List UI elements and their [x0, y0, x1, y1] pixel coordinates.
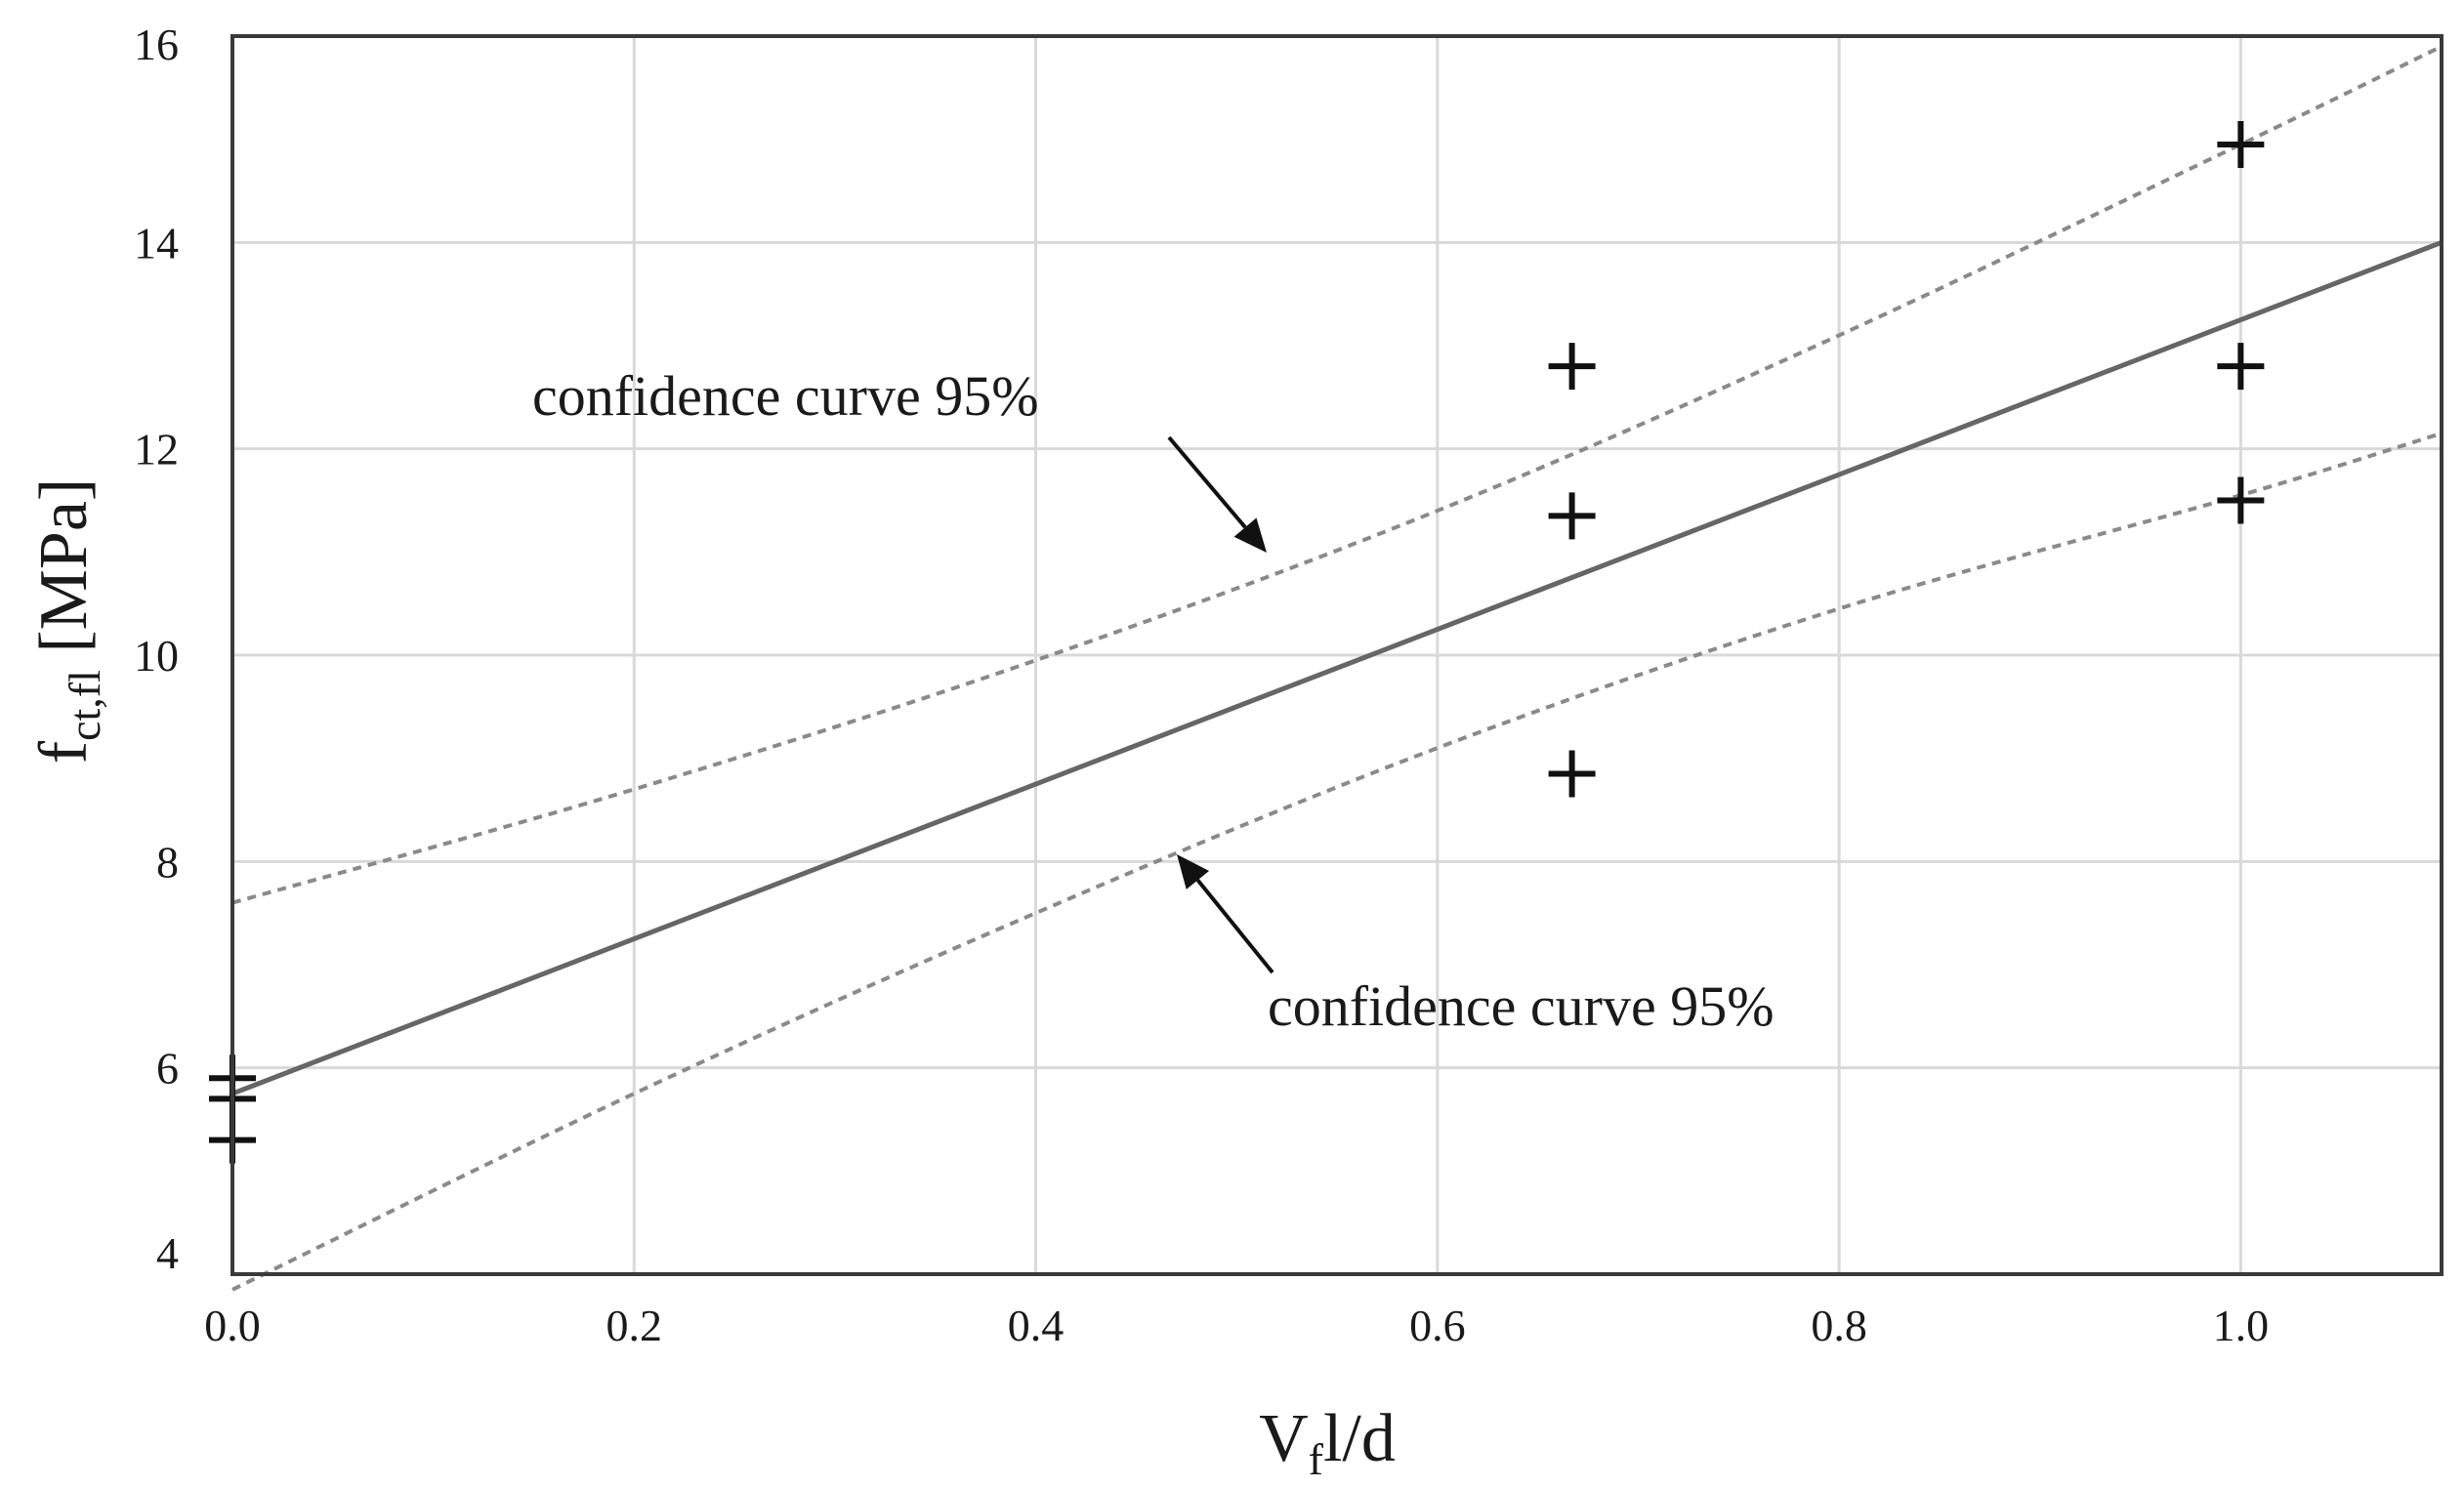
- y-axis-title: fct,fl [MPa]: [26, 478, 109, 764]
- x-axis-title: Vfl/d: [1259, 1401, 1396, 1484]
- x-tick-label: 0.8: [1811, 1301, 1867, 1350]
- x-tick-labels: 0.0 0.2 0.4 0.6 0.8 1.0: [204, 1301, 2269, 1350]
- x-tick-label: 0.2: [606, 1301, 663, 1350]
- x-axis-title-subscript: f: [1309, 1434, 1324, 1484]
- annotation-upper-arrowhead: [1233, 517, 1267, 553]
- x-tick-label: 0.0: [204, 1301, 261, 1350]
- data-point: [2217, 343, 2265, 391]
- upper-confidence-curve: [231, 44, 2443, 905]
- regression-line: [231, 240, 2443, 1096]
- data-point: [1548, 750, 1596, 798]
- data-point: [2217, 120, 2265, 168]
- annotation-upper-confidence: confidence curve 95%: [532, 364, 1039, 428]
- annotation-lower-confidence: confidence curve 95%: [1268, 974, 1775, 1038]
- y-tick-label: 4: [156, 1228, 179, 1278]
- y-axis-title-rest: [MPa]: [26, 478, 102, 670]
- y-tick-label: 12: [134, 425, 179, 475]
- x-tick-label: 1.0: [2213, 1301, 2270, 1350]
- data-point: [2217, 476, 2265, 524]
- y-tick-labels: 4 6 8 10 12 14 16: [134, 20, 179, 1278]
- y-tick-label: 14: [134, 218, 179, 268]
- y-tick-label: 8: [156, 837, 179, 887]
- y-tick-label: 16: [134, 20, 179, 69]
- y-axis-title-subscript: ct,fl: [60, 670, 109, 741]
- annotation-upper-arrow: [1167, 435, 1247, 529]
- y-axis-title-main: f: [26, 740, 102, 764]
- grid-lines: [230, 34, 2442, 1276]
- lower-confidence-curve: [231, 431, 2443, 1292]
- plot-frame: [230, 34, 2443, 1276]
- curves: [231, 44, 2443, 1292]
- data-point: [1548, 492, 1596, 540]
- data-point: [1548, 343, 1596, 391]
- x-tick-label: 0.4: [1008, 1301, 1065, 1350]
- annotation-lower-arrowhead: [1177, 854, 1210, 889]
- x-tick-label: 0.6: [1409, 1301, 1466, 1350]
- data-points: [209, 120, 2265, 1164]
- y-tick-label: 6: [156, 1044, 179, 1094]
- annotation-lower-arrow: [1195, 879, 1274, 974]
- y-tick-label: 10: [134, 631, 179, 681]
- x-axis-title-main: V: [1259, 1401, 1309, 1476]
- x-axis-title-rest: l/d: [1323, 1401, 1396, 1476]
